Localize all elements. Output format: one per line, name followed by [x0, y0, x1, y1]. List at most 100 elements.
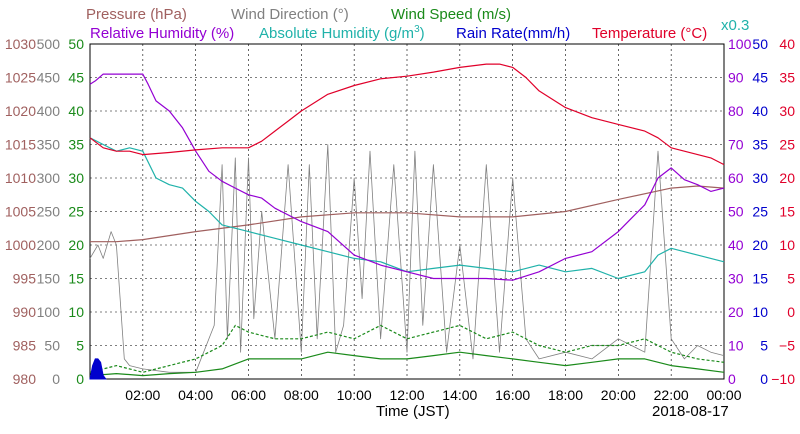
humidity-tick-label: 70: [728, 137, 744, 153]
x-tick-label: 20:00: [601, 387, 636, 403]
temperature-tick-label: 25: [779, 137, 795, 153]
x-tick-label: 04:00: [178, 387, 213, 403]
wind-speed-tick-label: 0: [76, 371, 84, 387]
humidity-tick-label: 30: [728, 271, 744, 287]
legend-rain-rate: Rain Rate(mm/h): [456, 25, 570, 42]
series-wind-speed: [89, 351, 725, 377]
legend: Pressure (hPa) Wind Direction (°) Wind S…: [86, 6, 749, 42]
wind-direction-tick-label: 500: [37, 36, 61, 52]
legend-humidity: Relative Humidity (%): [90, 25, 234, 42]
x-tick-label: 22:00: [654, 387, 689, 403]
wind-speed-tick-label: 45: [68, 70, 84, 86]
wind-speed-tick-label: 35: [68, 137, 84, 153]
rain-rate-tick-label: 10: [752, 304, 768, 320]
wind-speed-tick-label: 50: [68, 36, 84, 52]
wind-speed-tick-label: 15: [68, 271, 84, 287]
temperature-tick-label: −10: [771, 371, 795, 387]
rain-rate-tick-label: 35: [752, 137, 768, 153]
rain-rate-tick-label: 20: [752, 237, 768, 253]
plot-area: 02:00 04:00 06:00 08:00 10:00 12:00 14:00 16:00…: [5, 36, 795, 403]
x-tick-label: 10:00: [337, 387, 372, 403]
series-abs-humidity: [89, 137, 725, 280]
temperature-tick-label: 35: [779, 70, 795, 86]
pressure-tick-label: 1010: [5, 170, 36, 186]
legend-wind-speed: Wind Speed (m/s): [391, 6, 511, 23]
temperature-tick-label: 30: [779, 103, 795, 119]
wind-speed-tick-label: 5: [76, 338, 84, 354]
legend-abs-humidity-superscript: 3: [414, 24, 420, 35]
rain-rate-tick-label: 0: [760, 371, 768, 387]
x-tick-label: 00:00: [706, 387, 741, 403]
x-tick-label: 06:00: [231, 387, 266, 403]
date-label: 2018-08-17: [652, 403, 729, 420]
humidity-tick-label: 60: [728, 170, 744, 186]
x-axis-label: Time (JST): [376, 403, 450, 420]
pressure-tick-label: 1005: [5, 204, 36, 220]
wind-speed-tick-label: 20: [68, 237, 84, 253]
pressure-tick-label: 995: [13, 271, 37, 287]
x-tick-label: 14:00: [442, 387, 477, 403]
rain-rate-tick-label: 5: [760, 338, 768, 354]
rain-rate-tick-label: 50: [752, 36, 768, 52]
wind-direction-tick-label: 250: [37, 204, 61, 220]
rain-rate-tick-label: 30: [752, 170, 768, 186]
wind-direction-tick-label: 200: [37, 237, 61, 253]
wind-speed-tick-label: 25: [68, 204, 84, 220]
pressure-tick-label: 1015: [5, 137, 36, 153]
temperature-tick-label: 40: [779, 36, 795, 52]
temperature-tick-label: 15: [779, 204, 795, 220]
wind-speed-tick-label: 30: [68, 170, 84, 186]
legend-abs-humidity-scale: x0.3: [721, 17, 749, 34]
legend-pressure: Pressure (hPa): [86, 6, 187, 23]
x-tick-label: 16:00: [495, 387, 530, 403]
legend-abs-humidity-close: ): [420, 25, 425, 42]
legend-temperature: Temperature (°C): [592, 25, 707, 42]
rain-rate-tick-label: 40: [752, 103, 768, 119]
pressure-tick-label: 1000: [5, 237, 36, 253]
legend-wind-direction: Wind Direction (°): [231, 6, 349, 23]
pressure-tick-label: 985: [13, 338, 37, 354]
humidity-tick-label: 40: [728, 237, 744, 253]
wind-direction-tick-label: 300: [37, 170, 61, 186]
humidity-tick-label: 10: [728, 338, 744, 354]
legend-abs-humidity-label: Absolute Humidity (g/m: [259, 25, 414, 42]
humidity-tick-label: 100: [728, 36, 752, 52]
legend-abs-humidity: Absolute Humidity (g/m3): [259, 24, 425, 42]
wind-direction-tick-label: 100: [37, 304, 61, 320]
series-humidity: [89, 73, 725, 281]
pressure-tick-label: 1025: [5, 70, 36, 86]
series-rain-rate: [89, 358, 107, 380]
wind-speed-tick-label: 10: [68, 304, 84, 320]
x-tick-label: 18:00: [548, 387, 583, 403]
wind-speed-tick-label: 40: [68, 103, 84, 119]
humidity-tick-label: 90: [728, 70, 744, 86]
humidity-tick-label: 20: [728, 304, 744, 320]
x-tick-label: 12:00: [389, 387, 424, 403]
x-tick-label: 02:00: [125, 387, 160, 403]
wind-direction-tick-label: 350: [37, 137, 61, 153]
temperature-tick-label: 10: [779, 237, 795, 253]
wind-direction-tick-label: 50: [44, 338, 60, 354]
humidity-tick-label: 50: [728, 204, 744, 220]
pressure-tick-label: 980: [13, 371, 37, 387]
rain-rate-tick-label: 25: [752, 204, 768, 220]
humidity-tick-label: 80: [728, 103, 744, 119]
pressure-tick-label: 1030: [5, 36, 36, 52]
wind-direction-tick-label: 400: [37, 103, 61, 119]
rain-rate-tick-label: 45: [752, 70, 768, 86]
pressure-tick-label: 990: [13, 304, 37, 320]
series-temperature: [89, 63, 725, 166]
temperature-tick-label: 0: [787, 304, 795, 320]
rain-rate-tick-label: 15: [752, 271, 768, 287]
humidity-tick-label: 0: [728, 371, 736, 387]
wind-direction-tick-label: 0: [52, 371, 60, 387]
wind-direction-tick-label: 150: [37, 271, 61, 287]
temperature-tick-label: −5: [779, 338, 795, 354]
wind-direction-tick-label: 450: [37, 70, 61, 86]
series-wind-gust: [89, 324, 725, 373]
series-pressure: [90, 185, 725, 243]
x-tick-label: 08:00: [284, 387, 319, 403]
temperature-tick-label: 20: [779, 170, 795, 186]
pressure-tick-label: 1020: [5, 103, 36, 119]
